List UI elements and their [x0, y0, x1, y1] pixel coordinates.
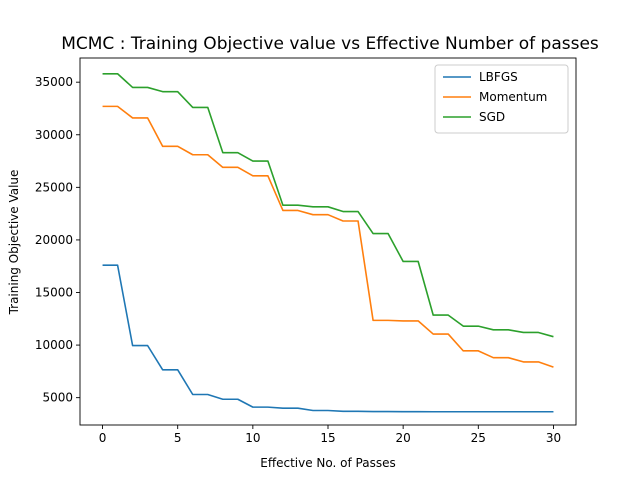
legend: LBFGS Momentum SGD: [434, 64, 569, 134]
y-tick-label: 25000: [35, 180, 73, 194]
y-tick-label: 10000: [35, 338, 73, 352]
y-axis-label: Training Objective Value: [7, 170, 21, 316]
legend-label-sgd: SGD: [479, 110, 505, 124]
x-tick-label: 20: [396, 431, 411, 445]
y-tick-label: 35000: [35, 75, 73, 89]
x-tick-label: 10: [245, 431, 260, 445]
x-tick-label: 5: [174, 431, 182, 445]
y-tick-label: 5000: [42, 391, 73, 405]
legend-box: [434, 64, 569, 134]
x-axis: 0 5 10 15 20 25 30: [99, 425, 561, 445]
series-line-lbfgs: [102, 264, 554, 413]
series-line-momentum: [102, 105, 554, 368]
y-tick-label: 30000: [35, 128, 73, 142]
x-tick-label: 25: [471, 431, 486, 445]
x-axis-label: Effective No. of Passes: [260, 456, 395, 470]
legend-label-momentum: Momentum: [479, 90, 547, 104]
y-axis: 5000 10000 15000 20000 25000 30000 35000: [35, 75, 80, 405]
y-tick-label: 20000: [35, 233, 73, 247]
x-tick-label: 0: [99, 431, 107, 445]
x-tick-label: 15: [320, 431, 335, 445]
chart-title: MCMC : Training Objective value vs Effec…: [61, 34, 599, 54]
y-tick-label: 15000: [35, 286, 73, 300]
series-line-sgd: [102, 72, 554, 338]
x-tick-label: 30: [546, 431, 561, 445]
legend-label-lbfgs: LBFGS: [479, 70, 518, 84]
